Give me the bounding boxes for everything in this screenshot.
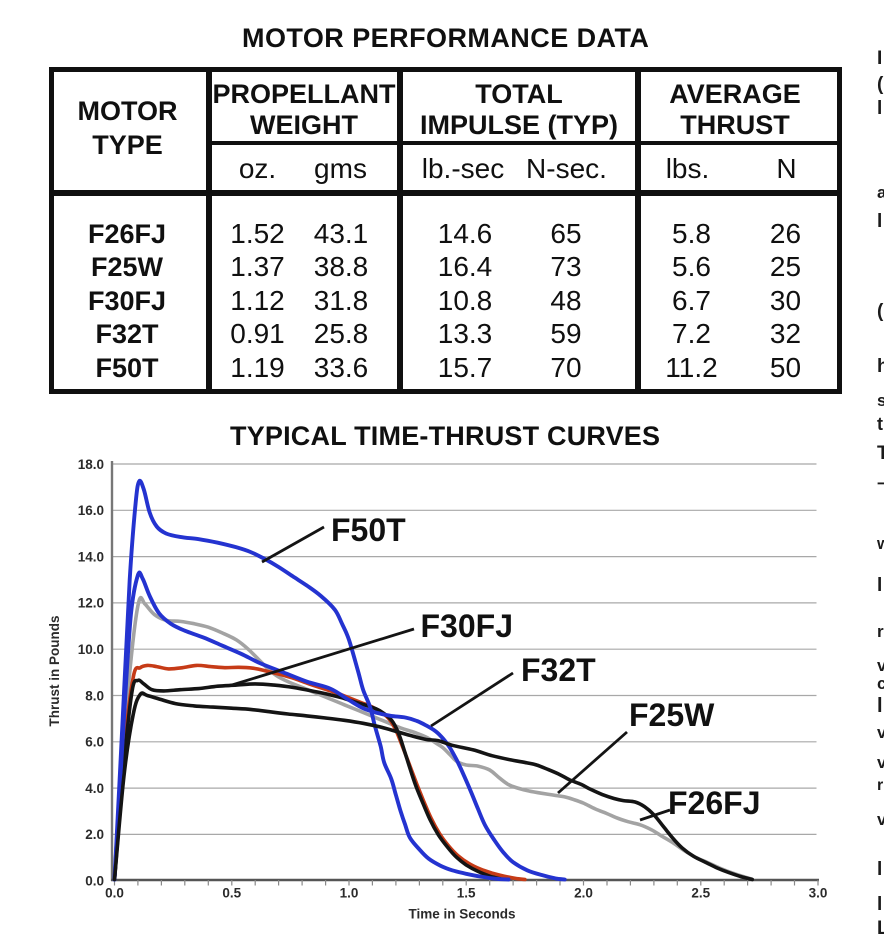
svg-text:l: l: [877, 98, 882, 119]
svg-text:0.5: 0.5: [222, 886, 241, 901]
svg-text:6.0: 6.0: [85, 735, 104, 750]
svg-text:I: I: [877, 48, 882, 69]
svg-text:2.5: 2.5: [691, 886, 710, 901]
svg-text:h: h: [877, 356, 884, 377]
svg-text:14.0: 14.0: [78, 549, 104, 564]
svg-text:L: L: [877, 918, 884, 936]
svg-text:w: w: [876, 534, 884, 553]
svg-text:0.0: 0.0: [105, 886, 124, 901]
svg-text:12.0: 12.0: [78, 596, 104, 611]
svg-text:Thrust in Pounds: Thrust in Pounds: [47, 616, 62, 727]
svg-text:F25W: F25W: [629, 697, 715, 733]
svg-text:1.0: 1.0: [340, 886, 359, 901]
svg-text:F30FJ: F30FJ: [421, 608, 513, 644]
svg-text:c: c: [877, 674, 884, 693]
svg-text:F32T: F32T: [521, 652, 596, 688]
svg-text:v: v: [877, 810, 884, 829]
svg-text:(: (: [877, 301, 884, 322]
svg-text:r: r: [877, 622, 884, 641]
svg-text:0.0: 0.0: [85, 874, 104, 889]
svg-text:r: r: [877, 777, 883, 794]
svg-text:1.5: 1.5: [457, 886, 476, 901]
svg-text:2.0: 2.0: [574, 886, 593, 901]
svg-text:F50T: F50T: [331, 512, 406, 548]
svg-text:l: l: [877, 695, 883, 717]
svg-text:Time in Seconds: Time in Seconds: [408, 907, 515, 922]
svg-text:18.0: 18.0: [78, 457, 104, 472]
svg-text:16.0: 16.0: [78, 503, 104, 518]
svg-text:a: a: [877, 183, 884, 202]
svg-text:l: l: [877, 211, 882, 232]
svg-text:−: −: [877, 474, 884, 493]
svg-text:4.0: 4.0: [85, 781, 104, 796]
svg-text:(: (: [877, 74, 884, 95]
svg-text:F26FJ: F26FJ: [668, 785, 760, 821]
svg-text:2.0: 2.0: [85, 827, 104, 842]
svg-text:3.0: 3.0: [809, 886, 828, 901]
svg-text:l: l: [877, 859, 882, 880]
svg-text:v: v: [877, 656, 884, 675]
svg-text:v: v: [877, 753, 884, 772]
svg-text:l: l: [877, 575, 882, 596]
svg-text:10.0: 10.0: [78, 642, 104, 657]
svg-text:8.0: 8.0: [85, 688, 104, 703]
svg-text:t: t: [877, 414, 883, 434]
svg-text:v: v: [877, 723, 884, 742]
svg-text:T: T: [877, 443, 884, 464]
svg-text:s: s: [877, 391, 884, 410]
svg-text:l: l: [877, 894, 882, 915]
